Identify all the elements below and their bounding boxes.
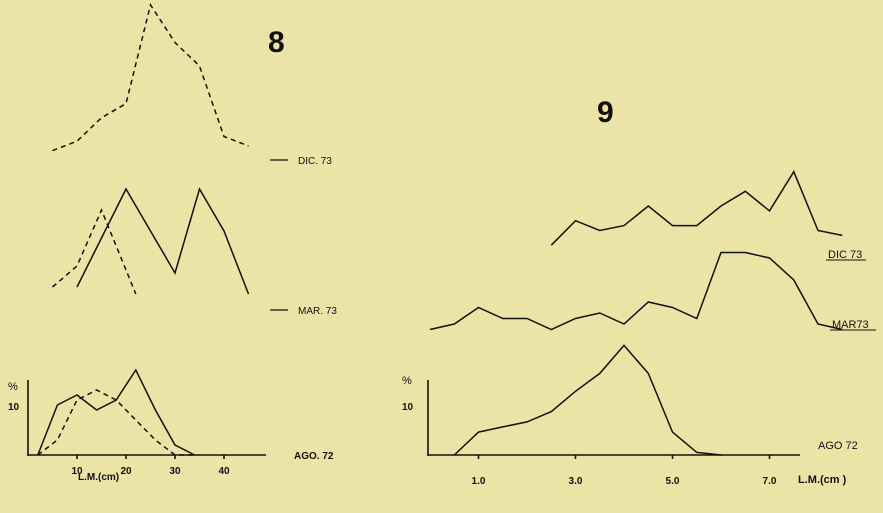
panel-9-series-ago-72-solid bbox=[453, 344, 722, 456]
panel-9-series-dic-73-solid bbox=[550, 170, 843, 246]
panel-9-x-tick-label: 3.0 bbox=[569, 476, 583, 487]
panel-9-y-tick-10: 10 bbox=[402, 402, 414, 413]
panel-8-x-tick-label: 20 bbox=[120, 466, 132, 477]
panel-9-x-tick-label: 1.0 bbox=[472, 476, 486, 487]
panel-8-axes bbox=[27, 380, 266, 456]
panel-9-x-ticks: 1.0 3.0 5.0 7.0 bbox=[472, 455, 777, 487]
panel-9-label-mar: MAR73 bbox=[832, 319, 869, 331]
panel-8: 8 % 10 10 20 30 40 L.M.(cm) DIC. 73 MAR. 73… bbox=[8, 3, 337, 483]
panel-9-x-tick-label: 7.0 bbox=[763, 476, 777, 487]
panel-8-series-ago-72-solid bbox=[37, 368, 195, 456]
panel-8-label-ago: AGO. 72 bbox=[294, 451, 334, 462]
panel-9-x-label: L.M.(cm ) bbox=[798, 474, 847, 486]
panel-8-label-dic: DIC. 73 bbox=[298, 156, 332, 167]
panel-8-series-mar-73-solid bbox=[76, 187, 250, 295]
panel-8-x-ticks: 10 20 30 40 bbox=[71, 455, 230, 477]
panel-8-series-dic-73-dashed bbox=[52, 3, 249, 152]
panel-9-axes bbox=[427, 380, 800, 456]
panel-8-number: 8 bbox=[268, 26, 285, 59]
panel-8-series-ago-72-dashed bbox=[37, 389, 195, 456]
panel-9-label-dic: DIC 73 bbox=[828, 249, 862, 261]
panel-8-x-tick-label: 40 bbox=[218, 466, 230, 477]
panel-9-number: 9 bbox=[597, 96, 614, 129]
panel-9-series-mar73-solid bbox=[429, 251, 843, 331]
panel-9-series bbox=[429, 170, 843, 456]
panel-9: 9 % 10 1.0 3.0 5.0 7.0 L.M.(cm ) DIC 73 MAR… bbox=[402, 96, 876, 487]
panel-8-x-tick-label: 30 bbox=[169, 466, 181, 477]
panel-8-series-mar-73-dashed bbox=[52, 208, 137, 295]
panel-8-y-label: % bbox=[8, 381, 18, 393]
panel-8-y-tick-10: 10 bbox=[8, 402, 20, 413]
panel-9-x-tick-label: 5.0 bbox=[666, 476, 680, 487]
panel-8-series bbox=[37, 3, 250, 456]
panel-9-y-label: % bbox=[402, 375, 412, 387]
panel-8-x-label: L.M.(cm) bbox=[78, 472, 119, 483]
panel-8-x-tick-label: 10 bbox=[71, 466, 83, 477]
panel-9-label-ago: AGO 72 bbox=[818, 440, 858, 452]
panel-8-label-mar: MAR. 73 bbox=[298, 306, 337, 317]
